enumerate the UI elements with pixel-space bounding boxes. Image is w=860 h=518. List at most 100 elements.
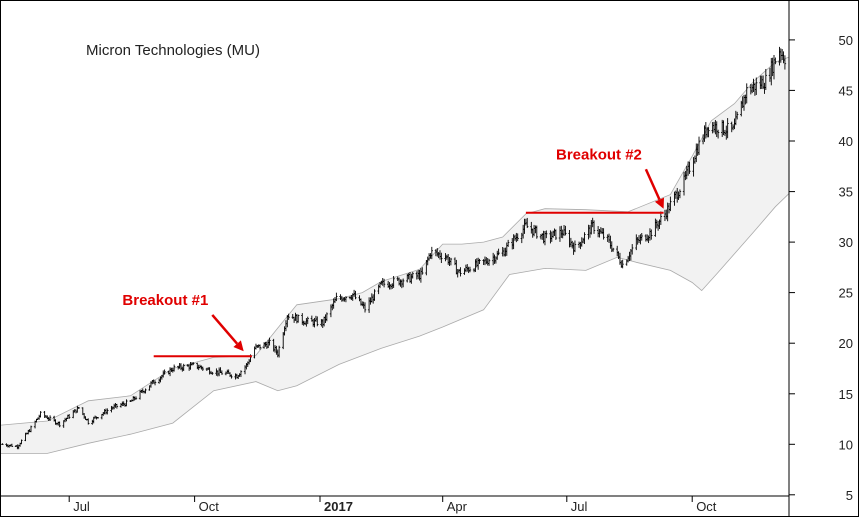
ohlc-bar [707, 127, 710, 138]
ohlc-bar [783, 55, 787, 70]
ohlc-bar [239, 370, 243, 378]
ohlc-bar [573, 240, 577, 253]
ohlc-bar [631, 244, 634, 255]
ohlc-bar [421, 267, 424, 275]
ohlc-bar [440, 252, 443, 264]
y-tick-label: 25 [839, 286, 853, 301]
ohlc-bar [39, 411, 42, 418]
ohlc-bar [106, 408, 109, 415]
breakout-arrow-shaft-2 [644, 168, 661, 201]
ohlc-bar [468, 266, 472, 273]
ohlc-bar [516, 233, 519, 242]
ohlc-bar [297, 314, 300, 323]
breakout-label-2: Breakout #2 [556, 146, 642, 163]
ohlc-bar [77, 407, 80, 409]
ohlc-bar [774, 57, 777, 65]
ohlc-bar [697, 136, 701, 156]
ohlc-bar [163, 369, 166, 375]
ohlc-bar [58, 421, 61, 428]
ohlc-bar [125, 399, 128, 407]
ohlc-bar [449, 257, 453, 266]
ohlc-bar [20, 439, 23, 445]
band-fill [1, 57, 789, 454]
y-tick-label: 20 [839, 336, 853, 351]
x-tick-label: 2017 [324, 499, 353, 514]
ohlc-bar [211, 371, 214, 375]
ohlc-bar [29, 425, 33, 433]
ohlc-bar [602, 228, 605, 240]
ohlc-bar [1, 443, 4, 445]
annotations: Breakout #1 Breakout #2 [122, 146, 664, 358]
breakout-arrow-head-1 [233, 340, 244, 352]
ohlc-bar [344, 296, 348, 303]
x-tick-label: Oct [696, 499, 717, 514]
ohlc-bar [172, 364, 176, 372]
y-tick-label: 10 [839, 437, 853, 452]
ohlc-bar [144, 388, 147, 394]
ohlc-bar [669, 196, 672, 212]
ohlc-bar [678, 189, 682, 199]
ohlc-bar [459, 267, 462, 277]
ohlc-bar [335, 292, 338, 302]
y-tick-label: 15 [839, 387, 853, 402]
ohlc-bar [487, 258, 491, 266]
price-bars [1, 46, 787, 450]
ohlc-bar [535, 225, 538, 239]
ohlc-bar [755, 77, 758, 95]
ohlc-bar [382, 278, 386, 288]
ohlc-bar [373, 289, 376, 301]
y-tick-label: 35 [839, 185, 853, 200]
ohlc-bar [430, 246, 434, 260]
ohlc-bar [564, 225, 567, 236]
ohlc-bar [306, 316, 309, 325]
ohlc-bar [10, 443, 14, 447]
y-tick-label: 40 [839, 134, 853, 149]
breakout-arrow-head-2 [654, 197, 664, 209]
x-tick-label: Oct [199, 499, 220, 514]
ohlc-bar [583, 232, 586, 245]
ohlc-bar [506, 239, 510, 247]
ohlc-bar [621, 259, 624, 269]
ohlc-bar [478, 258, 481, 265]
breakout-arrow-shaft-1 [211, 314, 239, 345]
ohlc-bar [726, 118, 729, 139]
ohlc-bar [115, 403, 119, 409]
ohlc-bar [325, 312, 329, 322]
ohlc-bar [230, 374, 233, 379]
ohlc-bar [87, 418, 90, 425]
ohlc-bar [220, 370, 224, 375]
ohlc-bar [268, 337, 271, 346]
y-tick-label: 50 [839, 33, 853, 48]
ohlc-bar [764, 68, 768, 90]
ohlc-bar [688, 161, 691, 174]
ohlc-bar [611, 247, 615, 252]
ohlc-bar [650, 229, 653, 240]
ohlc-bar [735, 111, 739, 120]
y-tick-label: 45 [839, 83, 853, 98]
ohlc-bar [526, 217, 529, 229]
ohlc-bar [401, 278, 405, 288]
band-lower-line [1, 193, 790, 454]
y-tick-label: 5 [846, 488, 853, 503]
ohlc-bar [201, 366, 204, 371]
y-tick-label: 30 [839, 235, 853, 250]
ohlc-bar [545, 230, 548, 239]
ohlc-bar [392, 275, 395, 288]
ohlc-bar [716, 129, 720, 139]
ohlc-bar [182, 363, 185, 371]
ohlc-bar [134, 396, 138, 400]
ohlc-bar [258, 344, 262, 350]
ohlc-bar [745, 83, 748, 104]
ohlc-bar [67, 414, 71, 419]
breakout-label-1: Breakout #1 [122, 292, 208, 309]
ohlc-bar [363, 302, 367, 313]
x-tick-label: Jul [73, 499, 90, 514]
ohlc-bar [316, 316, 319, 327]
ohlc-bar [277, 345, 281, 358]
ohlc-bar [411, 272, 414, 279]
ohlc-bar [497, 248, 500, 256]
ohlc-bar [287, 313, 290, 320]
